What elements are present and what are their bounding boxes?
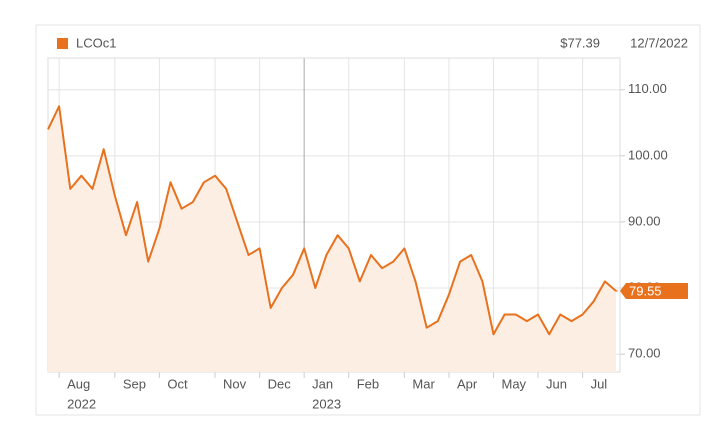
x-tick-label: Jul [591,376,608,391]
x-tick-label: Apr [457,376,478,391]
x-tick-label: Jun [546,376,567,391]
x-year-label: 2022 [67,396,96,411]
header-date: 12/7/2022 [630,35,688,50]
x-tick-label: Oct [167,376,188,391]
legend-swatch [57,38,68,49]
x-tick-label: Aug [67,376,90,391]
area [48,106,616,373]
line [47,105,617,336]
x-year-label: 2023 [312,396,341,411]
x-tick-label: Sep [123,376,146,391]
x-tick-label: Dec [268,376,292,391]
legend-label: LCOc1 [76,35,116,50]
price-tag [620,283,688,300]
y-tick-label: 100.00 [628,147,668,162]
x-tick-label: Feb [357,376,379,391]
y-tick-label: 70.00 [628,346,661,361]
price-tag-label: 79.55 [629,283,662,298]
x-tick-label: Mar [412,376,435,391]
x-tick-label: Jan [312,376,333,391]
y-tick-label: 110.00 [628,81,667,96]
header-price: $77.39 [560,35,600,50]
x-tick-label: May [501,376,526,391]
x-tick-label: Nov [223,376,247,391]
y-tick-label: 90.00 [628,213,661,228]
